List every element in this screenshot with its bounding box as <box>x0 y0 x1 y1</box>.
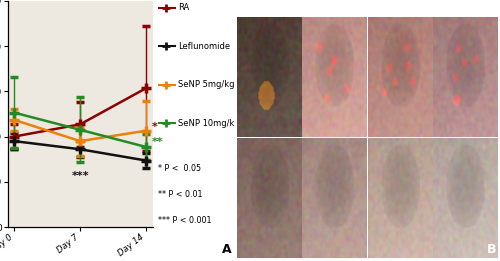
Text: SeNP 5mg/kg: SeNP 5mg/kg <box>178 80 235 89</box>
Text: 5mg/kg SeNP: 5mg/kg SeNP <box>310 4 360 13</box>
Text: A: A <box>222 243 232 256</box>
Text: RA: RA <box>264 4 274 13</box>
Text: SeNP 10mg/k: SeNP 10mg/k <box>178 118 234 128</box>
Text: Leflunomide: Leflunomide <box>178 41 231 51</box>
Text: * P <  0.05: * P < 0.05 <box>158 164 201 173</box>
Text: 10mg/kg SeNP: 10mg/kg SeNP <box>372 4 428 13</box>
Text: B: B <box>487 243 496 256</box>
Text: ** P < 0.01: ** P < 0.01 <box>158 190 202 199</box>
Text: *: * <box>152 122 158 132</box>
Text: ***: *** <box>72 171 89 181</box>
Text: RA: RA <box>178 3 190 12</box>
Text: **: ** <box>152 137 163 147</box>
Text: Leflunomide: Leflunomide <box>442 4 490 13</box>
Text: *** P < 0.001: *** P < 0.001 <box>158 216 211 225</box>
